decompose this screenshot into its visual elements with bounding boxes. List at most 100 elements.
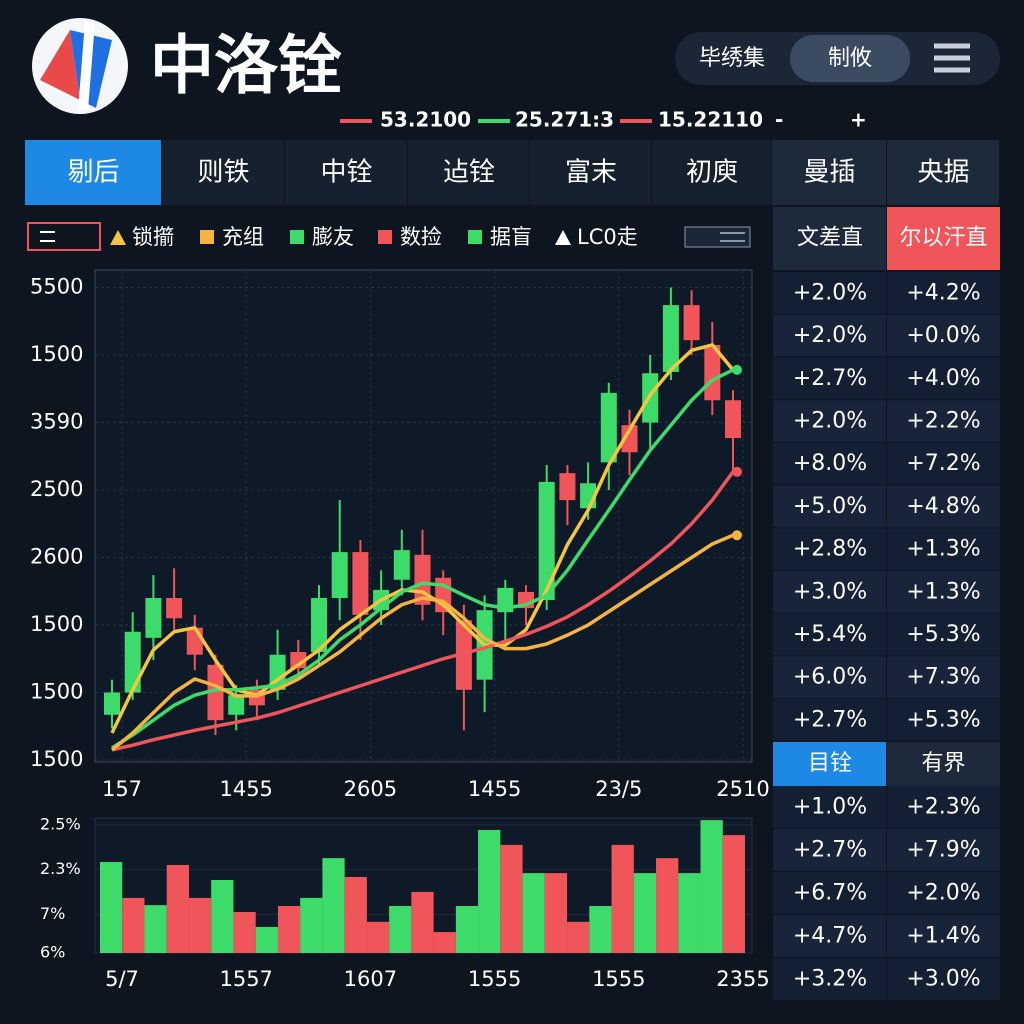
candle-body (166, 598, 183, 619)
legend-marker (110, 230, 126, 245)
legend-box-icon[interactable] (27, 222, 751, 251)
table-cell: +1.3% (906, 579, 980, 604)
table-cell-bg (773, 357, 886, 400)
y-tick-label: 1500 (30, 680, 83, 704)
tab-bg[interactable] (285, 140, 407, 205)
tab-bg[interactable] (162, 140, 284, 205)
table-cell: +2.7% (793, 366, 867, 391)
table-cell-bg (773, 272, 886, 314)
table-cell: +7.9% (906, 838, 980, 863)
legend-marker (200, 230, 214, 244)
volume-bar (188, 897, 212, 953)
tab-label[interactable]: 初庾 (686, 158, 738, 188)
line-end-dot (732, 530, 742, 541)
candle-body (393, 550, 410, 580)
table-header: 目铨 (808, 751, 852, 776)
candle-body (207, 664, 224, 721)
ticker-value: 25.271:3 (515, 108, 614, 132)
tab-bg[interactable] (652, 140, 771, 205)
candle-body (725, 400, 741, 439)
volume-bar (166, 864, 189, 953)
tab-label[interactable]: 中铨 (320, 158, 372, 188)
tab-label[interactable]: 富末 (565, 158, 617, 188)
legend-label: 锁擶 (132, 225, 174, 249)
tab-bg[interactable] (772, 140, 886, 205)
ticker-value: 53.2100 (380, 108, 471, 132)
table-cell-bg (887, 314, 1000, 357)
table-cell-bg (773, 528, 886, 570)
table-cell-bg (887, 829, 1000, 871)
moving-average-line (110, 343, 735, 734)
table-cell-bg (887, 699, 1000, 741)
x-tick-label: 157 (102, 777, 142, 801)
tab-label[interactable]: 剔后 (67, 158, 119, 188)
tab-label[interactable]: 曼插 (803, 158, 855, 188)
table-header: 有界 (921, 751, 965, 776)
y-tick-label: 6% (40, 943, 65, 962)
table-cell-bg (773, 699, 886, 741)
volume-bar (233, 911, 256, 953)
candle-body (559, 473, 576, 501)
candle-body (683, 305, 700, 341)
legend-marker (378, 230, 392, 244)
volume-bar (567, 921, 590, 953)
volume-bar (544, 873, 568, 953)
table-cell-bg (887, 958, 1000, 1000)
candle-body (311, 598, 327, 653)
candle-body (704, 344, 721, 401)
table-cell-bg (887, 786, 1000, 828)
x-tick-label: 2355 (716, 967, 769, 991)
table-cell-bg (887, 613, 1000, 656)
table-cell-bg (773, 656, 886, 698)
volume-bar (411, 891, 434, 953)
moving-average-line (111, 470, 735, 752)
table-cell: +2.0% (906, 881, 980, 906)
tab-label[interactable]: 迠铨 (443, 158, 495, 188)
tab-label[interactable]: 央据 (917, 158, 969, 188)
volume-bar (366, 921, 390, 953)
candle-body (124, 631, 141, 693)
x-tick-label: 1557 (219, 967, 272, 991)
table-cell: +3.2% (793, 967, 867, 992)
candle-body (352, 552, 369, 615)
candle-body (331, 552, 348, 599)
plot-frame (94, 269, 753, 763)
table-cell-bg (773, 400, 886, 442)
x-tick-label: 5/7 (105, 967, 139, 991)
legend-label: 膨友 (312, 225, 354, 249)
table-cell-bg (773, 872, 886, 914)
table-cell: +4.7% (793, 924, 867, 949)
table-cell: +3.0% (793, 579, 867, 604)
volume-bar (722, 835, 745, 953)
tab-bg[interactable] (530, 140, 651, 205)
line-end-dot (732, 466, 742, 477)
legend-label: 充组 (222, 225, 264, 249)
toolbar-button[interactable]: 毕绣集 (699, 46, 765, 71)
legend-label: LC0走 (577, 225, 638, 249)
table-cell-bg (773, 786, 886, 828)
tab-bg[interactable] (408, 140, 529, 205)
candle-body (621, 425, 638, 453)
x-tick-label: 1607 (344, 967, 397, 991)
volume-bar (700, 820, 723, 953)
legend-label: 数捡 (400, 225, 442, 249)
table-header-bg (773, 742, 886, 786)
volume-bar (389, 906, 412, 953)
tab-bg[interactable] (25, 140, 161, 205)
y-tick-label: 1500 (30, 342, 83, 366)
table-cell-bg (773, 314, 886, 357)
menu-icon[interactable] (934, 43, 970, 73)
x-tick-label: 2605 (344, 777, 397, 801)
tab-label[interactable]: 则铁 (197, 158, 249, 188)
table-cell-bg (887, 872, 1000, 914)
tab-bg[interactable] (887, 140, 999, 205)
x-tick-label: 2510 (716, 777, 769, 801)
ticker-value: - (775, 108, 783, 132)
toolbar-button[interactable]: 制攸 (828, 46, 872, 71)
candle-body (290, 652, 307, 669)
table-cell: +4.8% (906, 494, 980, 519)
table-cell: +5.3% (906, 622, 980, 647)
table-cell-bg (773, 485, 886, 528)
legend-marker (290, 230, 304, 244)
